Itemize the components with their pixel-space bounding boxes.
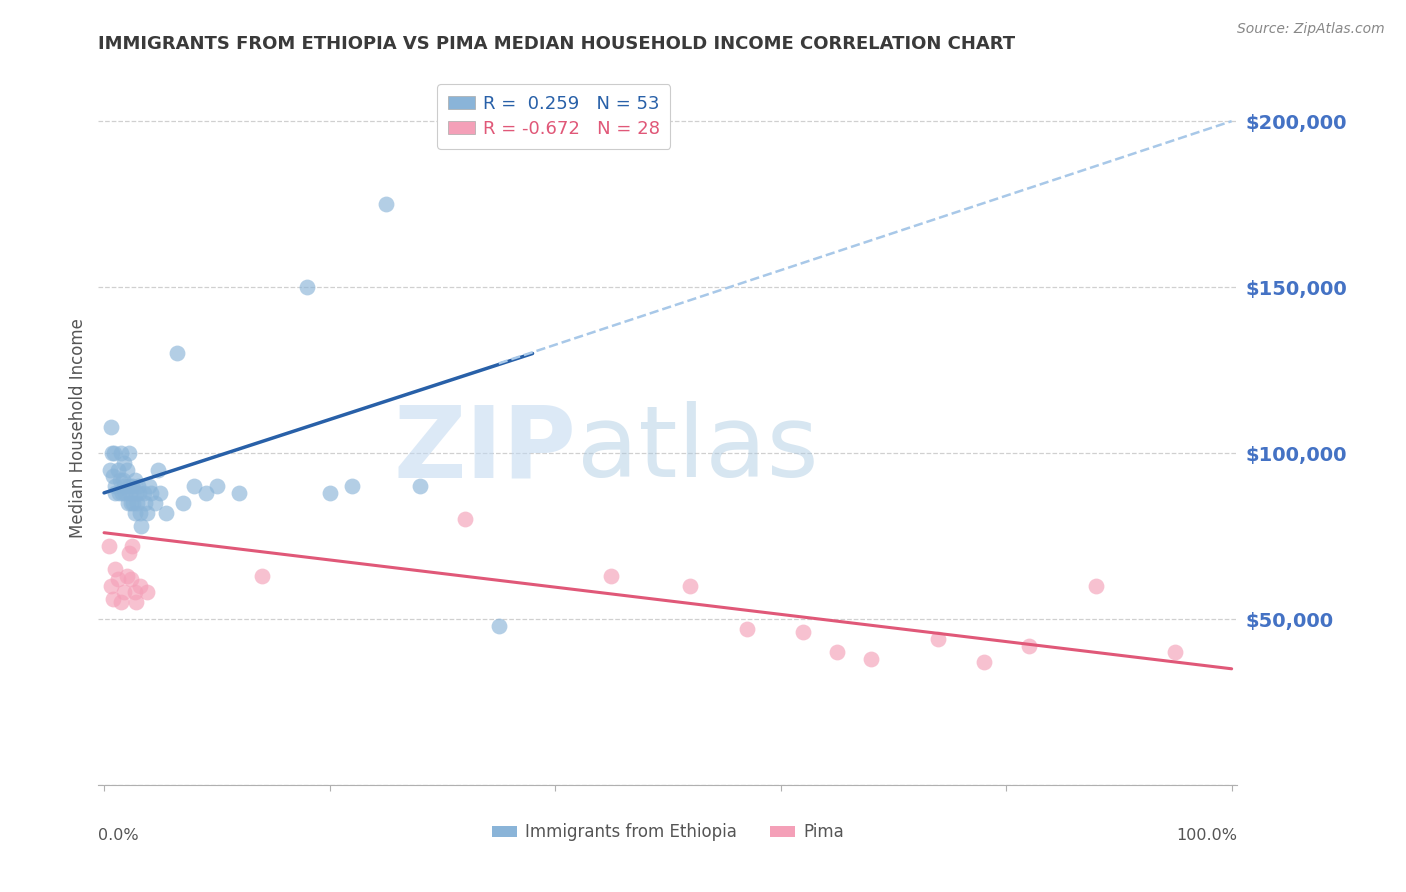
Point	[148, 463, 170, 477]
Point	[1018, 639, 1040, 653]
Point	[132, 486, 155, 500]
Point	[114, 486, 136, 500]
Point	[107, 486, 129, 500]
Point	[120, 572, 142, 586]
Point	[107, 572, 129, 586]
Point	[375, 197, 398, 211]
Point	[122, 496, 145, 510]
Point	[121, 539, 143, 553]
Point	[134, 496, 156, 510]
Point	[183, 479, 205, 493]
Point	[118, 479, 141, 493]
Point	[1085, 579, 1108, 593]
Point	[149, 486, 172, 500]
Point	[101, 446, 124, 460]
Point	[104, 562, 127, 576]
Point	[735, 622, 758, 636]
Point	[295, 280, 318, 294]
Point	[124, 506, 146, 520]
Point	[100, 579, 122, 593]
Point	[600, 569, 623, 583]
Point	[1164, 645, 1187, 659]
Point	[112, 456, 135, 470]
Point	[927, 632, 949, 646]
Point	[488, 618, 510, 632]
Point	[101, 469, 124, 483]
Point	[118, 446, 141, 460]
Text: 100.0%: 100.0%	[1177, 828, 1237, 843]
Point	[129, 519, 152, 533]
Point	[128, 486, 150, 500]
Point	[228, 486, 250, 500]
Point	[138, 479, 160, 493]
Point	[127, 479, 149, 493]
Point	[103, 446, 125, 460]
Point	[118, 546, 141, 560]
Point	[110, 446, 132, 460]
Point	[124, 486, 146, 500]
Point	[125, 496, 148, 510]
Point	[124, 473, 146, 487]
Point	[108, 473, 131, 487]
Point	[101, 592, 124, 607]
Point	[115, 569, 138, 583]
Y-axis label: Median Household Income: Median Household Income	[69, 318, 87, 538]
Point	[124, 595, 146, 609]
Point	[409, 479, 432, 493]
Point	[112, 479, 135, 493]
Point	[859, 652, 882, 666]
Text: 0.0%: 0.0%	[98, 828, 139, 843]
Point	[104, 479, 127, 493]
Point	[110, 595, 132, 609]
Point	[454, 512, 477, 526]
Point	[135, 585, 157, 599]
Point	[112, 473, 135, 487]
Point	[97, 539, 120, 553]
Point	[111, 486, 134, 500]
Point	[205, 479, 228, 493]
Legend: Immigrants from Ethiopia, Pima: Immigrants from Ethiopia, Pima	[485, 817, 851, 848]
Point	[679, 579, 702, 593]
Point	[120, 496, 142, 510]
Point	[117, 496, 139, 510]
Point	[792, 625, 814, 640]
Point	[135, 506, 157, 520]
Point	[166, 346, 188, 360]
Point	[143, 496, 166, 510]
Point	[98, 463, 121, 477]
Point	[172, 496, 194, 510]
Point	[825, 645, 848, 659]
Point	[118, 486, 141, 500]
Point	[129, 579, 152, 593]
Text: atlas: atlas	[576, 401, 818, 498]
Point	[121, 479, 143, 493]
Point	[112, 585, 135, 599]
Point	[100, 419, 122, 434]
Point	[124, 585, 146, 599]
Point	[141, 486, 163, 500]
Text: Source: ZipAtlas.com: Source: ZipAtlas.com	[1237, 22, 1385, 37]
Text: ZIP: ZIP	[394, 401, 576, 498]
Point	[129, 506, 152, 520]
Point	[973, 655, 995, 669]
Text: IMMIGRANTS FROM ETHIOPIA VS PIMA MEDIAN HOUSEHOLD INCOME CORRELATION CHART: IMMIGRANTS FROM ETHIOPIA VS PIMA MEDIAN …	[98, 35, 1015, 54]
Point	[318, 486, 340, 500]
Point	[115, 463, 138, 477]
Point	[107, 463, 129, 477]
Point	[104, 486, 127, 500]
Point	[340, 479, 363, 493]
Point	[155, 506, 177, 520]
Point	[194, 486, 217, 500]
Point	[250, 569, 273, 583]
